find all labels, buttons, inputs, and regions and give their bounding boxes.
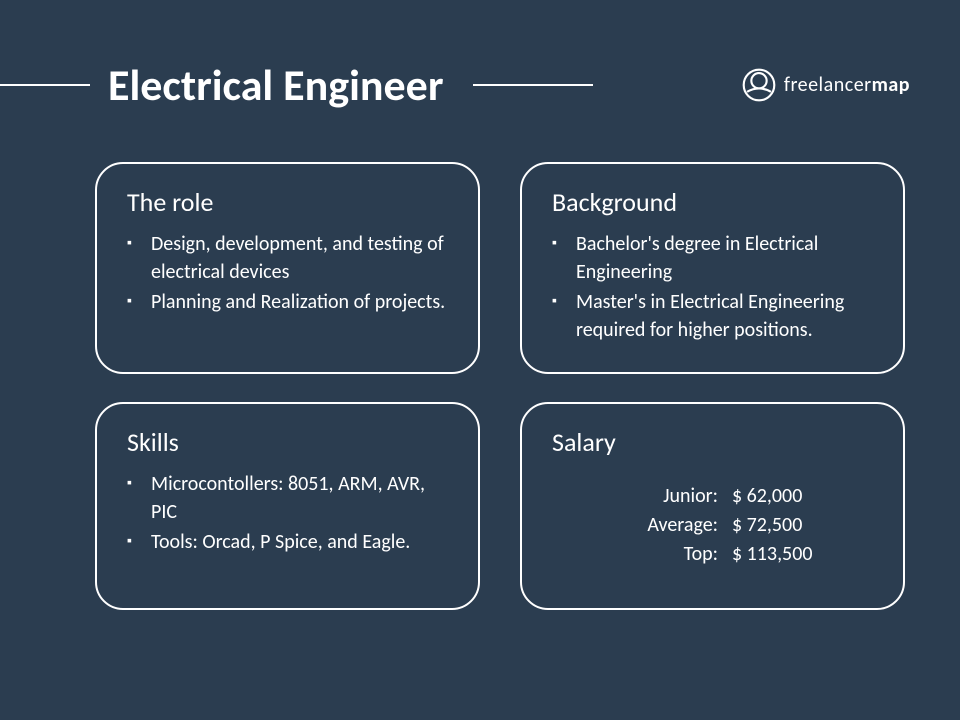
header: Electrical Engineer freelancermap — [0, 0, 960, 112]
cards-grid: The role Design, development, and testin… — [0, 112, 960, 610]
logo: freelancermap — [742, 68, 910, 102]
header-line-right — [473, 84, 593, 86]
salary-row: Junior: $ 62,000 — [602, 482, 875, 511]
card-salary: Salary Junior: $ 62,000 Average: $ 72,50… — [520, 402, 905, 610]
list-item: Microcontollers: 8051, ARM, AVR, PIC — [151, 470, 450, 526]
list-item: Tools: Orcad, P Spice, and Eagle. — [151, 528, 450, 556]
logo-text-light: freelancer — [784, 73, 872, 97]
card-role-list: Design, development, and testing of elec… — [127, 230, 450, 316]
card-background: Background Bachelor's degree in Electric… — [520, 162, 905, 374]
logo-text: freelancermap — [784, 73, 910, 97]
card-skills-list: Microcontollers: 8051, ARM, AVR, PIC Too… — [127, 470, 450, 556]
salary-value: $ 72,500 — [732, 511, 802, 540]
header-line-left — [0, 84, 90, 86]
salary-value: $ 113,500 — [732, 540, 812, 569]
card-background-list: Bachelor's degree in Electrical Engineer… — [552, 230, 875, 344]
salary-label: Junior: — [602, 482, 732, 511]
list-item: Master's in Electrical Engineering requi… — [576, 288, 875, 344]
salary-label: Top: — [602, 540, 732, 569]
card-role-title: The role — [127, 186, 450, 218]
list-item: Bachelor's degree in Electrical Engineer… — [576, 230, 875, 286]
logo-text-bold: map — [872, 73, 910, 97]
card-skills-title: Skills — [127, 426, 450, 458]
page-title: Electrical Engineer — [108, 58, 443, 112]
globe-icon — [742, 68, 776, 102]
salary-label: Average: — [602, 511, 732, 540]
list-item: Design, development, and testing of elec… — [151, 230, 450, 286]
card-salary-title: Salary — [552, 426, 875, 458]
card-skills: Skills Microcontollers: 8051, ARM, AVR, … — [95, 402, 480, 610]
card-background-title: Background — [552, 186, 875, 218]
salary-row: Average: $ 72,500 — [602, 511, 875, 540]
salary-value: $ 62,000 — [732, 482, 802, 511]
card-role: The role Design, development, and testin… — [95, 162, 480, 374]
list-item: Planning and Realization of projects. — [151, 288, 450, 316]
salary-table: Junior: $ 62,000 Average: $ 72,500 Top: … — [552, 470, 875, 569]
salary-row: Top: $ 113,500 — [602, 540, 875, 569]
